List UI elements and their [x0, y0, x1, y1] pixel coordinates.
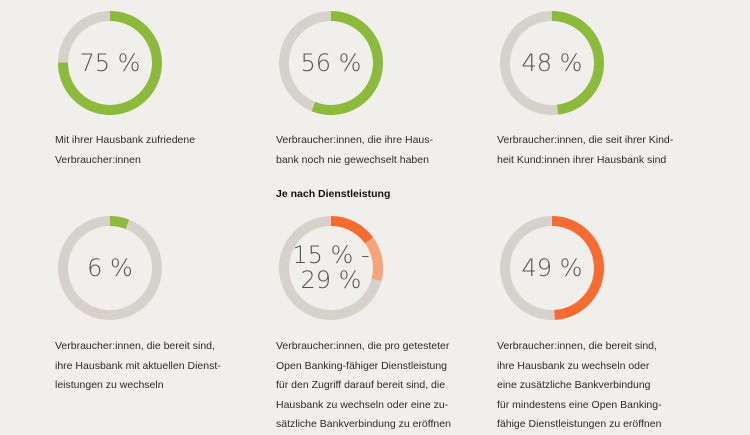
caption-6: Verbraucher:innen, die bereit sind, ihre… [497, 340, 662, 430]
caption-1: Mit ihrer Hausbank zufriedene Verbrauche… [55, 134, 196, 166]
donut-value-3: 48 % [521, 48, 583, 77]
section-heading: Je nach Dienstleistung [276, 188, 391, 200]
donut-svg-6 [500, 216, 604, 320]
donut-value-5: 15 % - 29 % [276, 213, 386, 323]
donut-chart-2: 56 % [276, 8, 386, 118]
donut-value-5-line-2: 29 % [300, 266, 362, 294]
donut-value-1: 75 % [79, 48, 141, 77]
donut-value-2: 56 % [300, 48, 362, 77]
donut-arc-1-1 [58, 11, 162, 115]
caption-5: Verbraucher:innen, die pro getesteter Op… [276, 340, 451, 430]
caption-4: Verbraucher:innen, die bereit sind, ihre… [55, 340, 221, 391]
donut-arc-4-1 [58, 216, 162, 320]
donut-chart-1: 75 % [55, 8, 165, 118]
donut-svg-4 [58, 216, 162, 320]
donut-arc-6-1 [500, 216, 604, 320]
caption-2: Verbraucher:innen, die ihre Haus- bank n… [276, 134, 434, 166]
donut-chart-6: 49 % [497, 213, 607, 323]
donut-svg-3 [500, 11, 604, 115]
donut-arc-2-1 [279, 11, 383, 115]
donut-svg-2 [279, 11, 383, 115]
donut-arc-5-2 [279, 216, 383, 320]
donut-svg-1 [58, 11, 162, 115]
donut-value-4: 6 % [87, 253, 133, 282]
donut-arc-5-1 [279, 216, 383, 320]
donut-chart-3: 48 % [497, 8, 607, 118]
donut-chart-5: 15 % - 29 % [276, 213, 386, 323]
donut-value-6: 49 % [521, 253, 583, 282]
donut-svg-5 [279, 216, 383, 320]
donut-chart-4: 6 % [55, 213, 165, 323]
caption-3: Verbraucher:innen, die seit ihrer Kind- … [497, 134, 674, 166]
donut-value-5-line-1: 15 % - [292, 241, 370, 269]
donut-arc-3-1 [500, 11, 604, 115]
